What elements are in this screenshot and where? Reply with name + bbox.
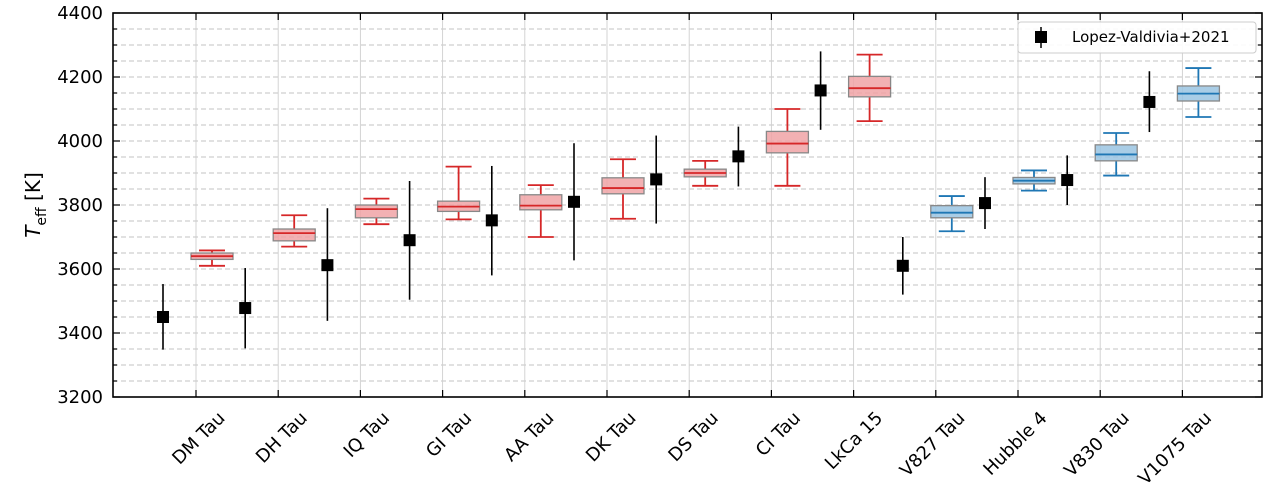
x-tick-label: Hubble 4 bbox=[979, 408, 1051, 480]
reference-marker bbox=[485, 214, 498, 227]
reference-marker bbox=[157, 311, 169, 323]
reference-marker bbox=[403, 234, 416, 247]
box-plot bbox=[272, 214, 316, 248]
grid bbox=[113, 13, 1262, 397]
ticks: 3200 3400 3600 3800 4000 4200 4400 DM Tau DH Tau… bbox=[57, 3, 1262, 488]
legend: Lopez-Valdivia+2021 bbox=[1017, 21, 1257, 54]
box-plot bbox=[1094, 132, 1138, 177]
y-axis-label: Teff [K] bbox=[21, 172, 50, 238]
box-iqr bbox=[847, 75, 892, 98]
reference-point bbox=[979, 177, 991, 229]
reference-point bbox=[403, 181, 416, 300]
reference-marker bbox=[896, 259, 909, 272]
x-tick-label: AA Tau bbox=[500, 408, 558, 466]
x-tick-label: CI Tau bbox=[752, 408, 805, 461]
reference-marker bbox=[732, 150, 745, 163]
y-tick-label: 4200 bbox=[57, 67, 103, 88]
box-plot bbox=[436, 165, 481, 221]
y-axis-label-unit: [K] bbox=[21, 172, 45, 207]
box-iqr bbox=[601, 177, 645, 195]
box-plot bbox=[354, 197, 399, 226]
x-tick-label: DK Tau bbox=[582, 408, 641, 467]
x-tick-label: DH Tau bbox=[252, 408, 312, 468]
box-plot bbox=[601, 158, 645, 220]
reference-point bbox=[1143, 71, 1156, 133]
reference-point bbox=[239, 268, 252, 349]
box-iqr bbox=[272, 228, 316, 242]
box-plot bbox=[930, 195, 974, 233]
box-iqr bbox=[1094, 144, 1138, 162]
reference-point bbox=[732, 126, 745, 187]
y-tick-label: 3600 bbox=[57, 259, 103, 280]
reference-point bbox=[321, 208, 334, 321]
box-iqr bbox=[765, 130, 810, 154]
box-plot bbox=[765, 108, 810, 187]
box-iqr bbox=[930, 204, 974, 219]
legend-marker bbox=[1035, 31, 1047, 43]
y-tick-label: 3200 bbox=[57, 387, 103, 408]
svg-text:Teff [K]: Teff [K] bbox=[21, 172, 50, 238]
reference-marker bbox=[568, 195, 580, 208]
legend-box bbox=[1017, 21, 1257, 54]
y-tick-label: 3400 bbox=[57, 323, 103, 344]
box-plot bbox=[1176, 67, 1221, 118]
reference-point bbox=[485, 165, 498, 276]
reference-marker bbox=[979, 197, 991, 210]
reference-point bbox=[157, 284, 169, 350]
reference-point bbox=[1061, 155, 1074, 205]
x-tick-label: V830 Tau bbox=[1060, 408, 1133, 481]
box-plot bbox=[1012, 169, 1056, 192]
box-plot bbox=[847, 53, 892, 123]
reference-point bbox=[650, 135, 663, 224]
x-tick-label: V1075 Tau bbox=[1134, 408, 1216, 488]
reference-marker bbox=[650, 173, 663, 186]
x-tick-label: LkCa 15 bbox=[821, 408, 887, 474]
x-tick-label: DM Tau bbox=[168, 408, 229, 469]
box-plot bbox=[519, 184, 563, 238]
y-axis-label-subscript: eff bbox=[34, 207, 50, 226]
x-tick-label: GI Tau bbox=[422, 408, 476, 462]
reference-marker bbox=[1061, 174, 1074, 187]
reference-point bbox=[896, 237, 909, 295]
x-tick-label: V827 Tau bbox=[896, 408, 969, 481]
plot-area bbox=[157, 51, 1221, 350]
x-tick-label: DS Tau bbox=[664, 408, 722, 466]
reference-point bbox=[814, 51, 827, 130]
y-tick-label: 3800 bbox=[57, 195, 103, 216]
y-tick-label: 4000 bbox=[57, 131, 103, 152]
legend-label: Lopez-Valdivia+2021 bbox=[1072, 28, 1230, 46]
x-tick-label: IQ Tau bbox=[340, 408, 394, 462]
reference-marker bbox=[1143, 95, 1156, 108]
reference-marker bbox=[239, 302, 252, 315]
box-plot bbox=[683, 159, 727, 187]
reference-marker bbox=[814, 84, 827, 97]
box-iqr bbox=[519, 194, 563, 211]
reference-marker bbox=[321, 259, 334, 272]
y-axis-label-symbol: T bbox=[21, 224, 45, 238]
box-iqr bbox=[354, 204, 399, 219]
y-tick-label: 4400 bbox=[57, 3, 103, 24]
box-plot bbox=[190, 249, 234, 267]
reference-point bbox=[568, 143, 580, 261]
